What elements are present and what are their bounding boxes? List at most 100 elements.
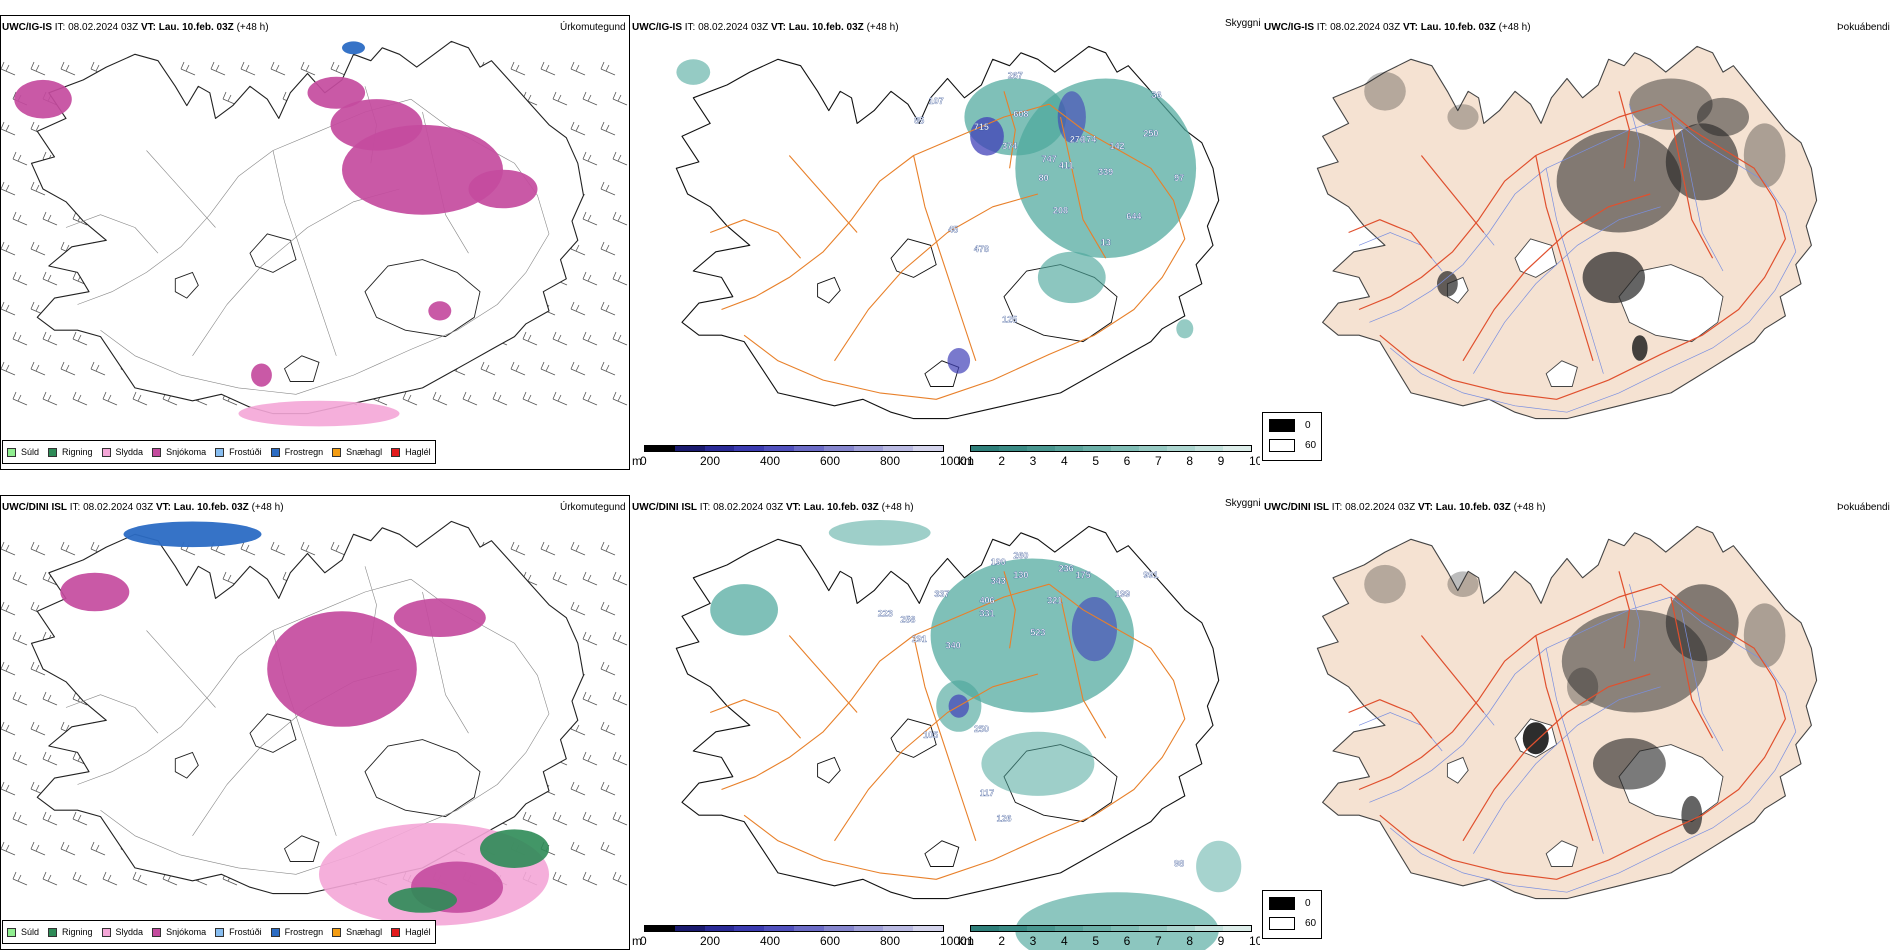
it-label: IT: — [69, 502, 81, 513]
scale-tick: 200 — [700, 454, 721, 468]
wind-barb — [0, 301, 16, 316]
scale-swatch — [1111, 446, 1139, 451]
wind-barb — [0, 121, 16, 136]
wind-barb — [60, 61, 76, 76]
vt-label: VT: — [140, 22, 156, 33]
wind-barb — [42, 211, 58, 226]
fog-panel-top: UWC/IG-IS IT: 08.02.2024 03Z VT: Lau. 10… — [1262, 15, 1900, 470]
wind-barb — [42, 871, 58, 886]
it-label: IT: — [54, 22, 66, 33]
scale-tick: 1000 — [940, 934, 967, 948]
legend-label: Snæhagl — [346, 447, 383, 457]
legend-item: Haglél — [391, 927, 431, 937]
wind-barb — [0, 781, 16, 796]
wind-barb — [540, 541, 556, 556]
wind-barb — [132, 871, 148, 886]
scale-swatch — [704, 446, 735, 451]
vt-value: Lau. 10.feb. 03Z — [1435, 502, 1511, 513]
wind-barb — [90, 361, 106, 376]
road-line — [1348, 699, 1433, 739]
wind-barb — [0, 181, 16, 196]
ceiling-label: 13 — [1101, 237, 1111, 247]
wind-barb — [552, 871, 568, 886]
wind-barb — [12, 811, 28, 826]
ceiling-label: 321 — [1047, 595, 1062, 605]
ceiling-label: 175 — [1076, 570, 1091, 580]
wind-barb — [600, 661, 616, 676]
scale-swatch — [1223, 446, 1251, 451]
ceiling-label: 523 — [1030, 628, 1045, 638]
panel-title: Þokuábendi — [1837, 502, 1890, 513]
legend-label: Súld — [21, 927, 40, 937]
scale-swatch — [1027, 446, 1055, 451]
fog-area — [1437, 271, 1458, 297]
scale-swatch — [674, 446, 705, 451]
wind-barb — [540, 61, 556, 76]
ceiling-label: 130 — [1013, 570, 1028, 580]
model-name: UWC/DINI ISL — [2, 502, 67, 513]
ceiling-label: 411 — [1059, 160, 1074, 170]
legend-label: Snjókoma — [166, 447, 207, 457]
glacier-outline — [1545, 360, 1578, 387]
lead-time: (+48 h) — [236, 22, 269, 33]
wind-barb — [600, 781, 616, 796]
scale-tick: 400 — [760, 454, 781, 468]
fog-area — [1743, 123, 1786, 188]
fog-area — [1697, 97, 1749, 137]
wind-barb — [612, 271, 628, 286]
wind-barb — [300, 541, 316, 556]
wind-barb — [462, 391, 478, 406]
precip-type-map-bottom — [0, 520, 628, 926]
ceiling-label: 199 — [1115, 589, 1130, 599]
glacier-outline — [249, 713, 297, 753]
fog-area — [1681, 795, 1703, 835]
legend-swatch — [101, 447, 111, 457]
road-line — [1003, 91, 1016, 169]
wind-barb — [12, 751, 28, 766]
road-line — [1059, 596, 1107, 739]
legend-label: Súld — [21, 447, 40, 457]
wind-barb — [600, 721, 616, 736]
scale-unit: km — [958, 934, 974, 948]
fog-legend-top: 0 60 — [1262, 412, 1322, 461]
scale-tick: 4 — [1061, 454, 1068, 468]
ceiling-label: 174 — [1081, 135, 1096, 145]
wind-barb — [30, 61, 46, 76]
legend-item: Slydda — [101, 927, 143, 937]
road-line — [834, 673, 1039, 842]
lead-time: (+48 h) — [881, 502, 914, 513]
panel-title: Þokuábendi — [1837, 22, 1890, 33]
scale-swatch — [1195, 926, 1223, 931]
wind-barb — [0, 601, 16, 616]
river-line — [1473, 206, 1661, 374]
ceiling-area — [1057, 91, 1086, 143]
scale-tick: 8 — [1186, 934, 1194, 948]
river-line — [1369, 596, 1672, 803]
cloud-panel-bottom: 190 260 236 175 991 343 130 406 337 321 223 258 331 5… — [630, 495, 1260, 950]
wind-barb — [600, 541, 616, 556]
wind-barb — [522, 391, 538, 406]
glacier-outline — [174, 271, 199, 299]
road-line — [743, 583, 1186, 880]
wind-barb — [612, 151, 628, 166]
river-line — [1389, 116, 1797, 413]
wind-barb — [30, 361, 46, 376]
vt-value: Lau. 10.feb. 03Z — [803, 502, 879, 513]
precip-legend: Súld Rigning Slydda Snjókoma Frostúði Frostre… — [2, 920, 436, 944]
wind-barb — [582, 211, 598, 226]
legend-swatch — [152, 927, 162, 937]
wind-barb — [42, 271, 58, 286]
road-line — [1618, 571, 1630, 649]
rain-area — [480, 829, 549, 868]
scale-tick: 9 — [1217, 934, 1225, 948]
scale-bar — [970, 445, 1252, 452]
legend-label: Haglél — [405, 447, 431, 457]
wind-barb — [582, 271, 598, 286]
wind-barb — [402, 391, 418, 406]
wind-barb — [582, 571, 598, 586]
wind-barb — [522, 331, 538, 346]
fog-swatch-low — [1269, 917, 1295, 930]
scale-tick: 10 — [1249, 454, 1260, 468]
